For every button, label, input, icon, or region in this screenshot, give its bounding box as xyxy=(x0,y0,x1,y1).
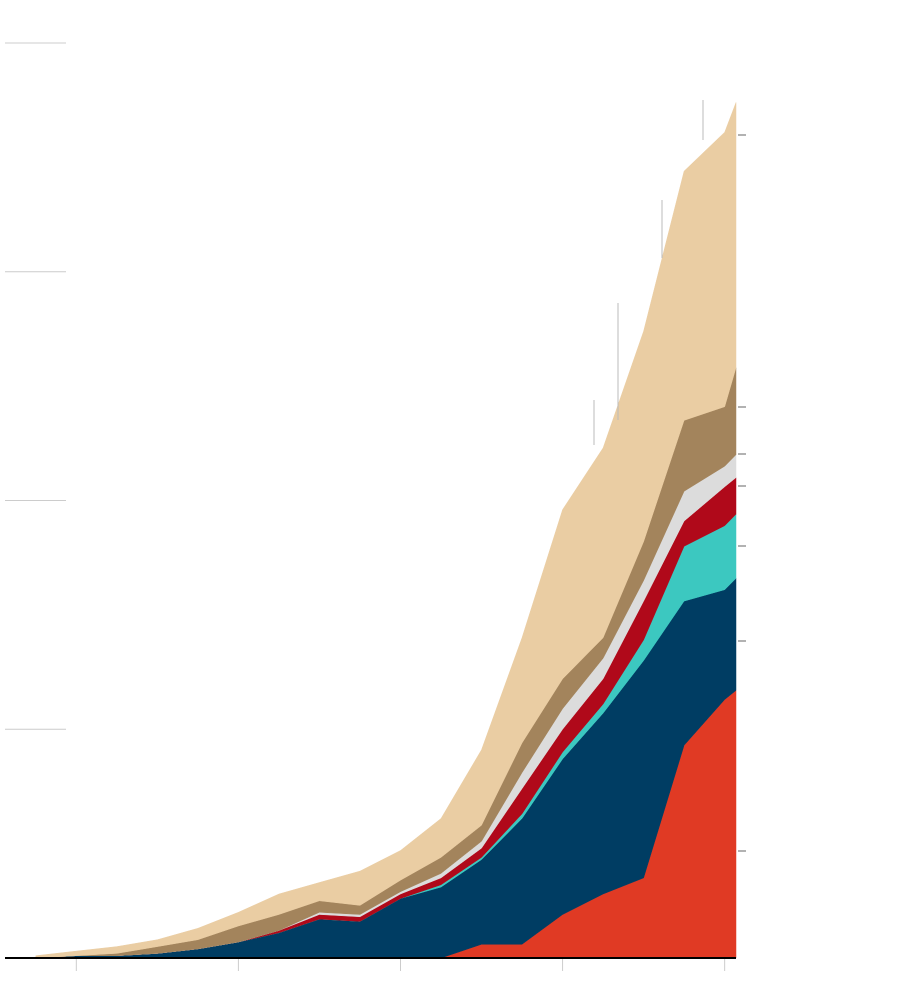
annotation-lines xyxy=(593,100,704,445)
areas xyxy=(35,102,737,959)
area xyxy=(35,102,737,959)
series-end-ticks xyxy=(738,134,746,852)
